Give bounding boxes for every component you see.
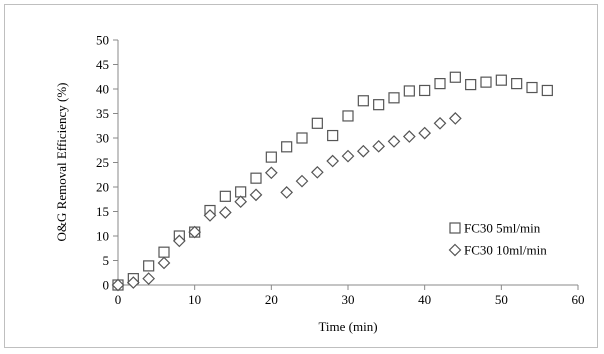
data-point-diamond — [280, 186, 294, 199]
data-point-diamond — [188, 225, 202, 239]
data-point-square — [250, 172, 262, 184]
y-tick-label: 35 — [96, 106, 109, 121]
data-point-square — [480, 76, 492, 88]
x-tick-label: 10 — [188, 292, 201, 307]
data-point-square — [327, 129, 339, 142]
data-point-square — [373, 99, 385, 111]
data-point-diamond — [387, 135, 401, 148]
data-point-diamond — [172, 234, 186, 248]
data-point-square — [511, 78, 523, 90]
legend-marker-diamond — [448, 243, 462, 257]
series-2 — [111, 112, 462, 292]
data-point-diamond — [326, 154, 340, 168]
data-point-diamond — [126, 276, 140, 289]
data-point-diamond — [448, 112, 462, 125]
data-point-square — [311, 117, 323, 129]
legend-marker-square — [449, 222, 461, 234]
data-point-square — [419, 84, 431, 97]
x-tick-label: 60 — [572, 292, 585, 307]
data-point-square — [342, 110, 354, 122]
data-point-square — [495, 74, 507, 86]
data-point-diamond — [249, 188, 263, 202]
y-tick-label: 45 — [96, 57, 109, 72]
y-tick-label: 10 — [96, 229, 109, 244]
data-point-square — [541, 84, 553, 97]
y-ticks: 0 5 10 15 20 25 30 35 40 45 50 — [96, 33, 118, 293]
data-point-diamond — [433, 116, 447, 130]
data-point-square — [265, 151, 277, 163]
data-point-diamond — [372, 139, 386, 153]
data-point-diamond — [402, 130, 416, 143]
data-point-square — [449, 71, 461, 83]
data-point-diamond — [218, 206, 232, 219]
x-tick-label: 20 — [265, 292, 278, 307]
y-tick-label: 15 — [96, 204, 109, 219]
data-point-diamond — [295, 174, 309, 188]
y-tick-label: 25 — [96, 155, 109, 170]
x-tick-label: 0 — [115, 292, 122, 307]
y-tick-label: 0 — [103, 278, 110, 293]
data-point-square — [281, 141, 293, 153]
x-tick-label: 40 — [418, 292, 431, 307]
legend-label: FC30 10ml/min — [464, 243, 547, 258]
y-tick-label: 40 — [96, 82, 109, 97]
data-point-diamond — [356, 144, 370, 158]
data-point-square — [526, 81, 538, 94]
data-point-diamond — [157, 256, 171, 270]
data-point-diamond — [203, 209, 217, 222]
y-tick-label: 50 — [96, 33, 109, 48]
y-tick-label: 30 — [96, 131, 109, 146]
data-point-diamond — [264, 166, 278, 180]
x-tick-label: 30 — [342, 292, 355, 307]
data-point-square — [403, 85, 415, 97]
legend: FC30 5ml/min FC30 10ml/min — [448, 221, 547, 258]
data-point-diamond — [418, 126, 432, 140]
data-point-square — [357, 95, 369, 107]
y-axis-title: O&G Removal Efficiency (%) — [54, 83, 69, 242]
y-tick-label: 5 — [103, 253, 110, 268]
data-marks — [111, 71, 553, 292]
data-point-diamond — [234, 195, 248, 209]
data-point-diamond — [142, 272, 156, 285]
x-ticks: 0 10 20 30 40 50 60 — [115, 285, 585, 307]
data-point-diamond — [341, 149, 355, 163]
x-tick-label: 50 — [495, 292, 508, 307]
data-point-square — [465, 78, 477, 91]
y-tick-label: 20 — [96, 180, 109, 195]
x-axis-title: Time (min) — [318, 319, 377, 334]
data-point-square — [143, 260, 155, 272]
data-point-diamond — [310, 165, 324, 179]
data-point-diamond — [111, 278, 125, 292]
data-point-square — [388, 92, 400, 104]
data-point-square — [434, 78, 446, 90]
legend-label: FC30 5ml/min — [464, 221, 541, 236]
data-point-square — [296, 132, 308, 144]
data-point-square — [158, 246, 170, 258]
data-point-square — [219, 190, 231, 202]
